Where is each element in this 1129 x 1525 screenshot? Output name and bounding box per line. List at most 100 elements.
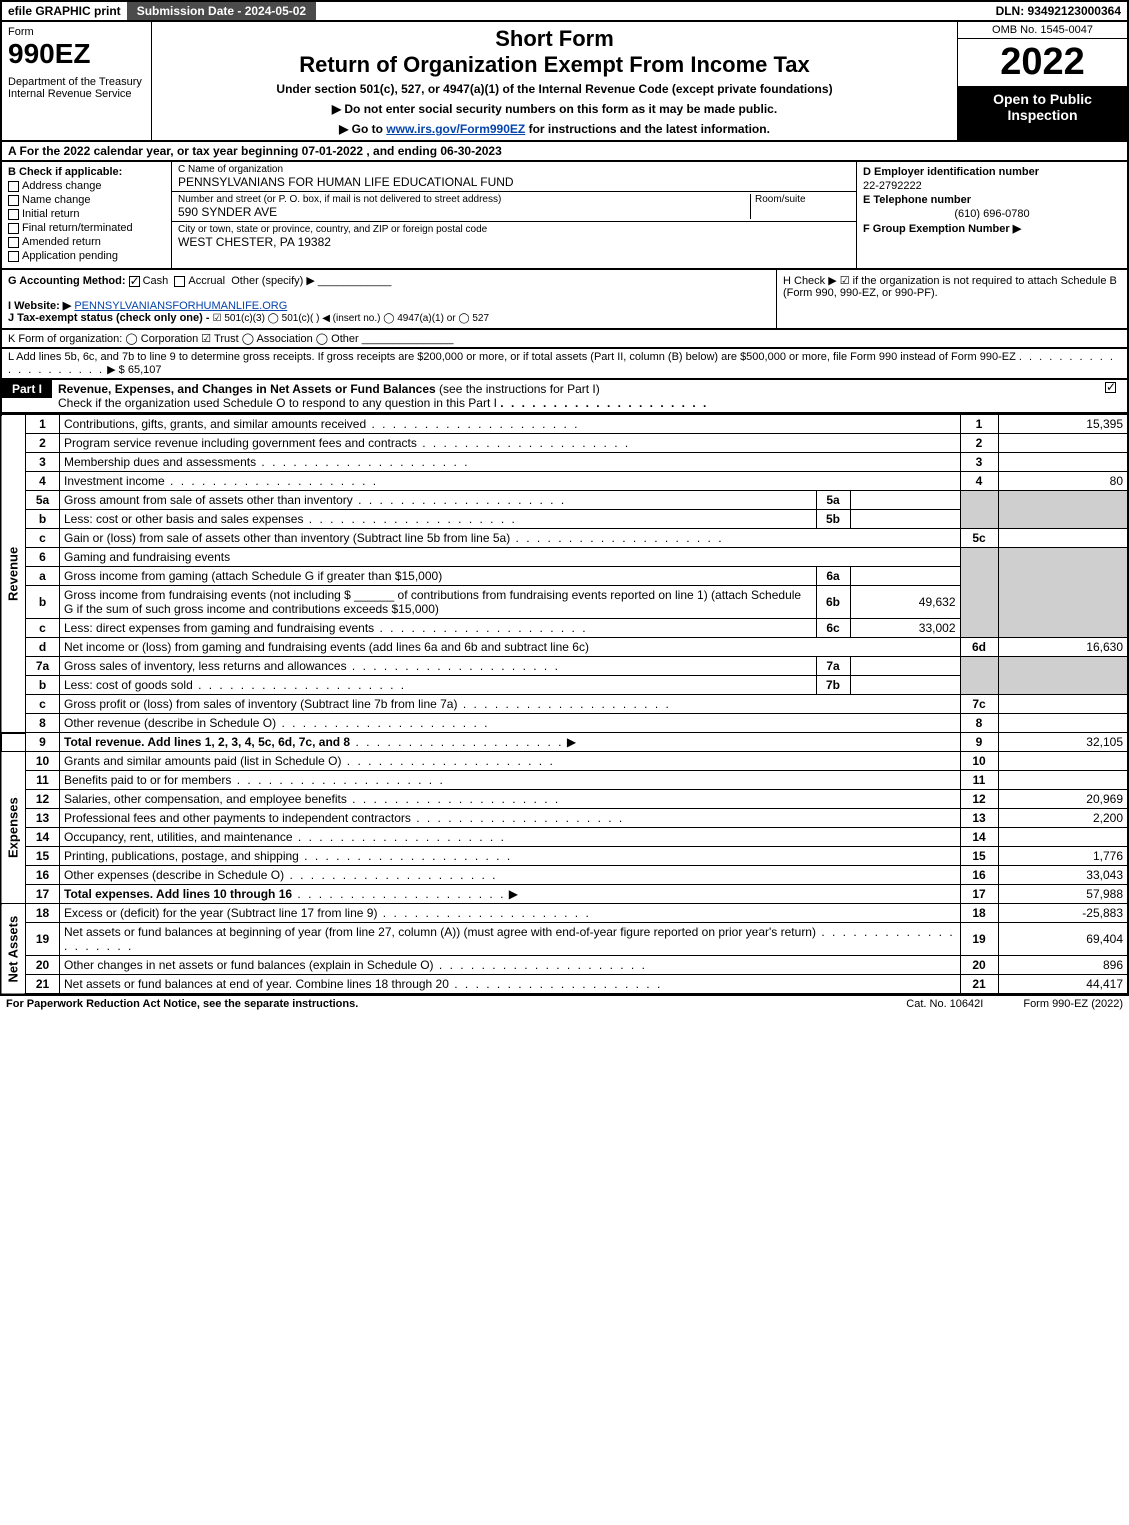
line-num: 19 [26,923,60,956]
line-desc: Less: cost of goods sold [64,678,193,692]
line-amount: 57,988 [998,885,1128,904]
line-amount: 2,200 [998,809,1128,828]
block-b: B Check if applicable: Address change Na… [2,162,172,268]
part-badge: Part I [2,380,52,398]
dots-icon [500,396,708,410]
mid-ref: 6b [816,586,850,619]
form-number: 990EZ [8,38,145,70]
dots-icon [284,868,497,882]
line-num: b [26,586,60,619]
line-num: 16 [26,866,60,885]
line-desc: Gross profit or (loss) from sales of inv… [64,697,457,711]
line-num: 6 [26,548,60,567]
line-num: 20 [26,956,60,975]
checkbox-icon [1105,382,1116,393]
line-num: 1 [26,415,60,434]
part1-header: Part I Revenue, Expenses, and Changes in… [0,380,1129,414]
line-amount: 32,105 [998,733,1128,752]
line-10: Expenses 10 Grants and similar amounts p… [1,752,1128,771]
chk-address-change[interactable]: Address change [8,180,165,192]
line-desc: Benefits paid to or for members [64,773,231,787]
line-amount: 20,969 [998,790,1128,809]
chk-application-pending[interactable]: Application pending [8,250,165,262]
chk-initial-return[interactable]: Initial return [8,208,165,220]
line-amount [998,453,1128,472]
line-7a: 7a Gross sales of inventory, less return… [1,657,1128,676]
department: Department of the Treasury Internal Reve… [8,76,145,100]
line-desc: Printing, publications, postage, and shi… [64,849,299,863]
mid-ref: 5a [816,491,850,510]
lines-table: Revenue 1 Contributions, gifts, grants, … [0,414,1129,995]
mid-ref: 6a [816,567,850,586]
dots-icon [347,659,560,673]
dots-icon [411,811,624,825]
efile-label: efile GRAPHIC print [2,2,127,20]
line-7b: b Less: cost of goods sold 7b [1,676,1128,695]
header-left: Form 990EZ Department of the Treasury In… [2,22,152,140]
line-17: 17 Total expenses. Add lines 10 through … [1,885,1128,904]
line-desc: Gross amount from sale of assets other t… [64,493,353,507]
street: 590 SYNDER AVE [178,205,750,219]
line-6: 6 Gaming and fundraising events [1,548,1128,567]
accounting-method: G Accounting Method: Cash Accrual Other … [2,270,777,328]
part-title: Revenue, Expenses, and Changes in Net As… [52,380,1097,412]
part-title-note: (see the instructions for Part I) [439,382,600,396]
chk-amended-return[interactable]: Amended return [8,236,165,248]
line-num: c [26,619,60,638]
line-9: 9 Total revenue. Add lines 1, 2, 3, 4, 5… [1,733,1128,752]
line-num: 8 [26,714,60,733]
line-num: b [26,676,60,695]
dots-icon [231,773,444,787]
street-label: Number and street (or P. O. box, if mail… [178,194,750,205]
instruction-ssn: ▶ Do not enter social security numbers o… [158,102,951,116]
org-name-label: C Name of organization [178,164,850,175]
line-amount [998,695,1128,714]
line-ref: 7c [960,695,998,714]
subtitle: Under section 501(c), 527, or 4947(a)(1)… [158,82,951,96]
city-label: City or town, state or province, country… [178,224,850,235]
g-other: Other (specify) ▶ [231,275,315,287]
k-text: K Form of organization: ◯ Corporation ☑ … [8,333,359,345]
line-desc: Other revenue (describe in Schedule O) [64,716,276,730]
line-amount: 1,776 [998,847,1128,866]
header-center: Short Form Return of Organization Exempt… [152,22,957,140]
mid-amount [850,510,960,529]
l-amount: ▶ $ 65,107 [107,364,161,376]
line-6a: a Gross income from gaming (attach Sched… [1,567,1128,586]
checkbox-icon [8,251,19,262]
line-ref: 17 [960,885,998,904]
line-6d: d Net income or (loss) from gaming and f… [1,638,1128,657]
line-amount [998,529,1128,548]
chk-final-return[interactable]: Final return/terminated [8,222,165,234]
line-1: Revenue 1 Contributions, gifts, grants, … [1,415,1128,434]
website-link[interactable]: PENNSYLVANIANSFORHUMANLIFE.ORG [74,300,287,312]
line-desc: Total revenue. Add lines 1, 2, 3, 4, 5c,… [64,735,350,749]
line-num: b [26,510,60,529]
form-header: Form 990EZ Department of the Treasury In… [0,20,1129,142]
dots-icon [341,754,554,768]
line-num: 10 [26,752,60,771]
part1-checkbox[interactable] [1097,380,1127,394]
line-8: 8 Other revenue (describe in Schedule O)… [1,714,1128,733]
line-desc: Membership dues and assessments [64,455,256,469]
gh-row: G Accounting Method: Cash Accrual Other … [0,270,1129,330]
line-ref: 8 [960,714,998,733]
line-num: c [26,695,60,714]
line-num: c [26,529,60,548]
line-amount [998,714,1128,733]
return-title: Return of Organization Exempt From Incom… [158,52,951,78]
row-k: K Form of organization: ◯ Corporation ☑ … [0,330,1129,349]
i-label: I Website: ▶ [8,300,71,312]
line-num: d [26,638,60,657]
irs-link[interactable]: www.irs.gov/Form990EZ [386,122,525,136]
line-desc: Net assets or fund balances at end of ye… [64,977,449,991]
checkbox-icon [8,209,19,220]
instr-pre: ▶ Go to [339,122,386,136]
line-desc: Net income or (loss) from gaming and fun… [64,640,589,654]
chk-name-change[interactable]: Name change [8,194,165,206]
dots-icon [303,512,516,526]
short-form-title: Short Form [158,26,951,52]
line-ref: 11 [960,771,998,790]
line-ref: 1 [960,415,998,434]
instruction-link: ▶ Go to www.irs.gov/Form990EZ for instru… [158,122,951,136]
